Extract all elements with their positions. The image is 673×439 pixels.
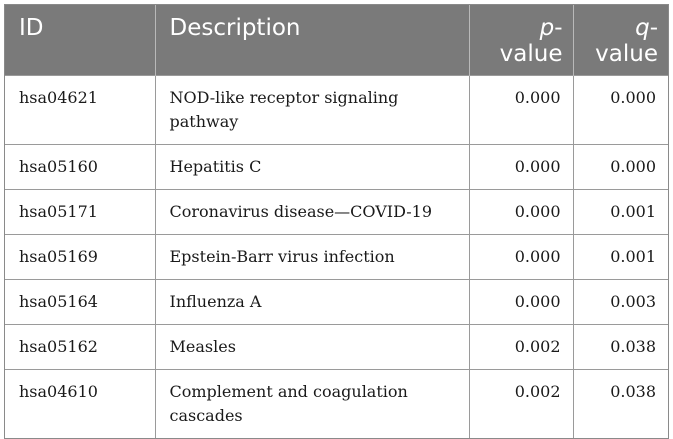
cell-p-value: 0.002 <box>468 369 573 438</box>
header-id: ID <box>5 5 155 76</box>
pathway-table-container: ID Description p-value q-value hsa04621 … <box>4 4 669 439</box>
cell-p-value: 0.000 <box>468 279 573 325</box>
header-q-value: q-value <box>572 5 668 76</box>
cell-p-value: 0.000 <box>468 234 573 280</box>
table-row: hsa05160 Hepatitis C 0.000 0.000 <box>5 144 668 190</box>
cell-id: hsa05164 <box>5 279 155 325</box>
cell-id: hsa05162 <box>5 324 155 370</box>
header-p-value: p-value <box>468 5 573 76</box>
header-description: Description <box>154 5 469 76</box>
table-row: hsa05162 Measles 0.002 0.038 <box>5 324 668 370</box>
cell-q-value: 0.001 <box>572 189 668 235</box>
table-row: hsa05169 Epstein-Barr virus infection 0.… <box>5 234 668 280</box>
table-row: hsa05171 Coronavirus disease—COVID-19 0.… <box>5 189 668 235</box>
cell-description: Measles <box>154 324 469 370</box>
cell-id: hsa04610 <box>5 369 155 438</box>
cell-description: Influenza A <box>154 279 469 325</box>
table-row: hsa05164 Influenza A 0.000 0.003 <box>5 279 668 325</box>
table-header: ID Description p-value q-value <box>5 5 668 76</box>
table-row: hsa04610 Complement and coagulation casc… <box>5 369 668 438</box>
cell-description: Complement and coagulation cascades <box>154 369 469 438</box>
cell-q-value: 0.001 <box>572 234 668 280</box>
cell-description: NOD-like receptor signaling pathway <box>154 75 469 145</box>
cell-q-value: 0.038 <box>572 324 668 370</box>
header-p-suffix: -value <box>499 15 563 67</box>
cell-id: hsa05169 <box>5 234 155 280</box>
header-q-letter: q <box>635 15 650 41</box>
cell-q-value: 0.038 <box>572 369 668 438</box>
cell-description: Coronavirus disease—COVID-19 <box>154 189 469 235</box>
header-p-letter: p <box>539 15 555 41</box>
cell-q-value: 0.003 <box>572 279 668 325</box>
cell-id: hsa05171 <box>5 189 155 235</box>
cell-q-value: 0.000 <box>572 144 668 190</box>
table-body: hsa04621 NOD-like receptor signaling pat… <box>5 75 668 438</box>
pathway-table: ID Description p-value q-value hsa04621 … <box>5 5 668 438</box>
cell-id: hsa04621 <box>5 75 155 145</box>
header-row: ID Description p-value q-value <box>5 5 668 76</box>
cell-q-value: 0.000 <box>572 75 668 145</box>
cell-p-value: 0.000 <box>468 75 573 145</box>
cell-id: hsa05160 <box>5 144 155 190</box>
cell-description: Epstein-Barr virus infection <box>154 234 469 280</box>
cell-p-value: 0.000 <box>468 189 573 235</box>
cell-description: Hepatitis C <box>154 144 469 190</box>
table-row: hsa04621 NOD-like receptor signaling pat… <box>5 75 668 145</box>
header-q-suffix: -value <box>595 15 658 67</box>
cell-p-value: 0.000 <box>468 144 573 190</box>
cell-p-value: 0.002 <box>468 324 573 370</box>
